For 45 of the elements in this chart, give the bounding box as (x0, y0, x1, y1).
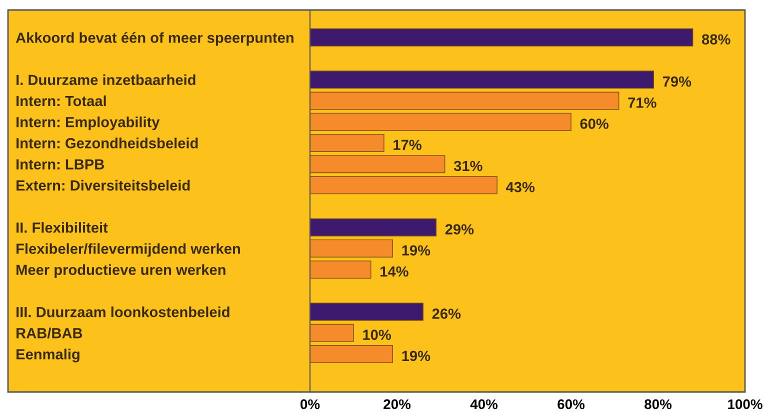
data-label: 43% (506, 182, 535, 192)
bar (310, 112, 572, 131)
data-label: 31% (454, 160, 482, 172)
data-label: 60% (580, 118, 609, 129)
data-label: 10% (363, 330, 392, 340)
y-tick-label: Eenmalig (16, 348, 80, 362)
bar (310, 176, 498, 194)
bar (310, 70, 654, 89)
bar (310, 239, 393, 258)
y-tick-label: Intern: LBPB (16, 159, 104, 170)
bar (310, 218, 436, 236)
y-tick-label: Extern: Diversiteitsbeleid (16, 180, 190, 191)
x-tick-label: 100% (728, 399, 762, 410)
bar (310, 28, 694, 46)
data-label: 26% (432, 308, 461, 319)
y-tick-label: Intern: Gezondheidsbeleid (16, 138, 198, 148)
y-tick-label: Intern: Employability (16, 116, 160, 130)
data-label: 71% (628, 98, 656, 108)
bar (310, 155, 446, 174)
x-tick-label: 60% (558, 399, 585, 410)
data-label: 17% (394, 140, 422, 150)
bar (310, 302, 424, 321)
data-label: 19% (402, 245, 430, 256)
data-label: 88% (702, 34, 730, 45)
y-tick-label: II. Flexibiliteit (16, 222, 108, 233)
x-tick-label: 20% (384, 399, 411, 410)
x-tick-label: 80% (644, 399, 672, 410)
y-tick-label: Meer productieve uren werken (16, 264, 226, 278)
bar (310, 260, 372, 279)
data-label: 19% (402, 350, 430, 362)
x-tick-label: 0% (300, 399, 320, 410)
bar (310, 345, 393, 364)
y-tick-label: Intern: Totaal (16, 95, 106, 106)
y-tick-label: Flexibeler/filevermijdend werken (16, 243, 240, 257)
y-tick-label: III. Duurzaam loonkostenbeleid (16, 306, 230, 318)
bar (310, 134, 384, 152)
y-tick-label: RAB/BAB (16, 328, 82, 338)
data-label: 29% (445, 224, 474, 234)
data-label: 14% (380, 266, 408, 277)
data-label: 79% (662, 76, 692, 87)
bar (310, 92, 620, 110)
x-tick-label: 40% (470, 399, 498, 410)
y-tick-label: I. Duurzame inzetbaarheid (16, 74, 196, 86)
y-tick-label: Akkoord bevat één of meer speerpunten (16, 32, 294, 46)
bar (310, 324, 354, 342)
